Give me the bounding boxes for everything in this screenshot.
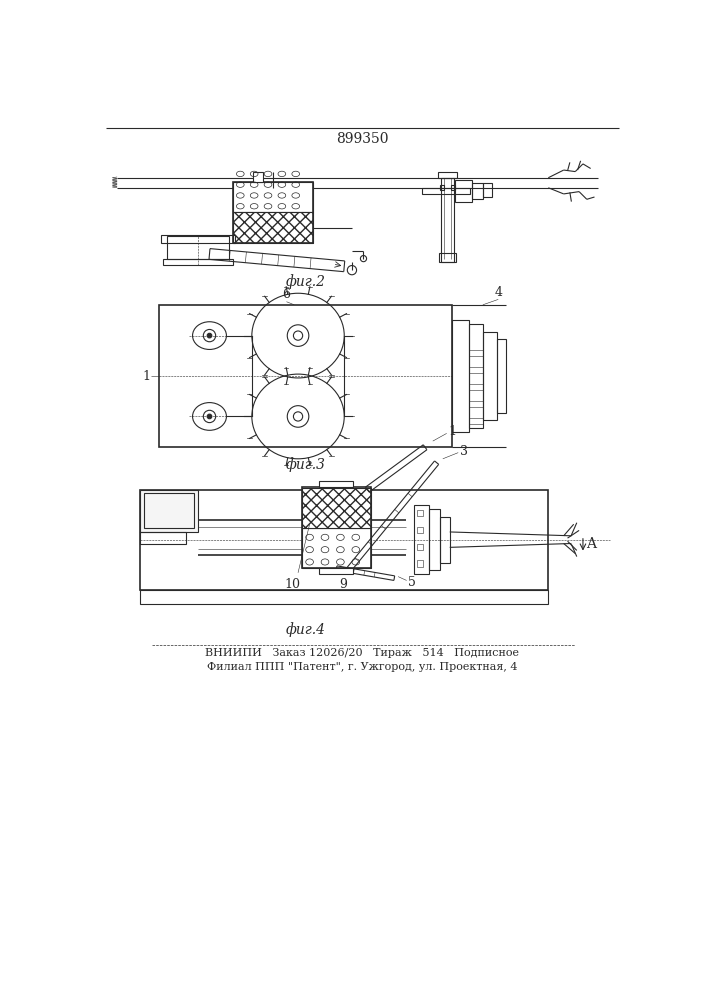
Text: 9: 9 <box>339 578 346 591</box>
Bar <box>483 183 492 197</box>
Text: 3: 3 <box>460 445 468 458</box>
Bar <box>469 418 483 424</box>
Bar <box>160 305 452 447</box>
Bar <box>450 185 455 190</box>
Bar <box>161 235 235 243</box>
Bar <box>140 590 549 604</box>
Bar <box>441 178 454 262</box>
Bar <box>416 527 423 533</box>
Text: A: A <box>586 536 596 550</box>
Text: 5: 5 <box>408 576 416 588</box>
Bar <box>319 568 354 574</box>
Bar <box>140 490 549 590</box>
Bar <box>302 487 371 568</box>
Bar <box>319 481 354 487</box>
Bar <box>472 183 483 199</box>
Bar <box>416 510 423 516</box>
Circle shape <box>207 333 212 338</box>
Bar <box>252 172 264 182</box>
Bar <box>455 180 472 202</box>
Text: фиг.2: фиг.2 <box>286 274 326 289</box>
Bar <box>140 532 187 544</box>
Bar <box>233 212 313 243</box>
Bar <box>452 320 469 432</box>
Text: 899350: 899350 <box>336 132 388 146</box>
Bar <box>440 185 444 190</box>
Text: 1: 1 <box>448 425 456 438</box>
Bar <box>233 182 313 243</box>
Bar <box>469 350 483 356</box>
Bar <box>416 560 423 567</box>
Text: Филиал ППП "Патент", г. Ужгород, ул. Проектная, 4: Филиал ППП "Патент", г. Ужгород, ул. Про… <box>206 662 518 672</box>
Text: 4: 4 <box>494 286 502 299</box>
Circle shape <box>207 414 212 419</box>
Bar <box>233 182 313 212</box>
Text: 6: 6 <box>283 288 291 301</box>
Text: фиг.3: фиг.3 <box>286 457 326 472</box>
Bar <box>140 490 198 532</box>
Text: 1: 1 <box>142 370 150 383</box>
Text: фиг.4: фиг.4 <box>286 622 326 637</box>
Bar <box>469 367 483 373</box>
Bar <box>439 253 456 262</box>
Bar <box>302 528 371 568</box>
Bar <box>302 488 371 528</box>
Bar <box>163 259 233 265</box>
Text: ВНИИПИ   Заказ 12026/20   Тираж   514   Подписное: ВНИИПИ Заказ 12026/20 Тираж 514 Подписно… <box>205 648 519 658</box>
Bar <box>483 332 497 420</box>
Bar <box>438 172 457 178</box>
Text: 10: 10 <box>285 578 300 591</box>
Bar <box>144 493 194 528</box>
Bar <box>167 235 229 259</box>
Bar <box>469 401 483 407</box>
Bar <box>414 505 429 574</box>
Bar <box>422 188 469 194</box>
Bar <box>469 324 483 428</box>
Bar <box>440 517 450 563</box>
Bar <box>469 384 483 390</box>
Bar <box>416 543 423 550</box>
Bar <box>497 339 506 413</box>
Bar <box>429 509 440 570</box>
